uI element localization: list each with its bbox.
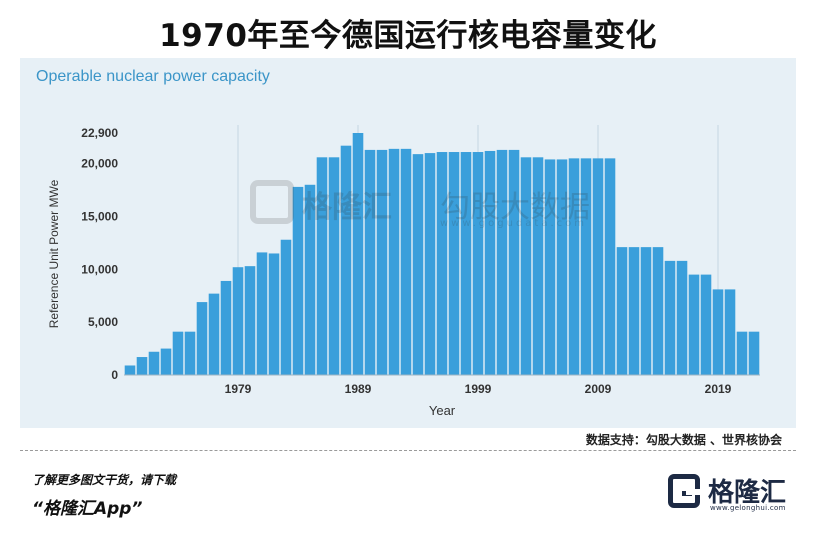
bar-1983 (280, 239, 292, 375)
brand-logo: 格隆汇 www.gelonghui.com (668, 470, 798, 516)
bar-2009 (592, 158, 604, 375)
bar-1976 (196, 302, 208, 375)
bar-1979 (232, 267, 244, 375)
bar-1971 (136, 357, 148, 375)
y-tick-label-15000: 15,000 (81, 209, 118, 223)
bar-1986 (316, 157, 328, 375)
bar-2002 (508, 149, 520, 375)
x-tick-label-1979: 1979 (225, 382, 252, 396)
bar-1974 (172, 331, 184, 375)
y-tick-label-0: 0 (111, 368, 118, 382)
bar-1998 (460, 152, 472, 375)
bar-1970 (124, 365, 136, 375)
bar-2005 (544, 159, 556, 375)
bar-2000 (484, 150, 496, 375)
chart-subtitle: Operable nuclear power capacity (36, 68, 270, 85)
bar-1992 (388, 148, 400, 375)
bar-1996 (436, 152, 448, 375)
bar-2018 (700, 274, 712, 375)
bar-2001 (496, 149, 508, 375)
bar-2020 (724, 289, 736, 375)
bar-1999 (472, 152, 484, 375)
bar-2004 (532, 157, 544, 375)
bar-2008 (580, 158, 592, 375)
bar-chart: 0 5,000 10,000 15,000 20,000 22,900 1979 1989 19… (47, 125, 760, 418)
bar-1985 (304, 184, 316, 375)
bar-2013 (640, 247, 652, 375)
bar-2007 (568, 158, 580, 375)
y-axis-label: Reference Unit Power MWe (47, 179, 61, 328)
y-tick-label-10000: 10,000 (81, 262, 118, 276)
source-note: 数据支持：勾股大数据 、世界核协会 (585, 433, 782, 447)
bar-1978 (220, 280, 232, 375)
app-name: “格隆汇App” (32, 499, 143, 519)
brand-name: 格隆汇 (708, 478, 787, 508)
y-tick-label-22900: 22,900 (81, 126, 118, 140)
bar-1973 (160, 348, 172, 375)
bar-2012 (628, 247, 640, 375)
bar-1984 (292, 186, 304, 375)
bar-1987 (328, 157, 340, 375)
page-title: 1970年至今德国运行核电容量变化 (159, 18, 657, 54)
promo-text: 了解更多图文干货，请下载 (32, 473, 177, 487)
brand-logo-icon (668, 474, 700, 508)
bar-1995 (424, 153, 436, 375)
bar-2006 (556, 159, 568, 375)
y-tick-label-5000: 5,000 (88, 315, 118, 329)
y-tick-label-20000: 20,000 (81, 157, 118, 171)
bar-1982 (268, 253, 280, 375)
bar-2021 (736, 331, 748, 375)
x-tick-label-2019: 2019 (705, 382, 732, 396)
bar-2014 (652, 247, 664, 375)
bar-2010 (604, 158, 616, 375)
x-tick-label-1989: 1989 (345, 382, 372, 396)
bar-2017 (688, 274, 700, 375)
divider (20, 450, 796, 451)
bar-1990 (364, 149, 376, 375)
bar-1991 (376, 149, 388, 375)
x-tick-label-1999: 1999 (465, 382, 492, 396)
bar-1980 (244, 266, 256, 375)
bar-2019 (712, 289, 724, 375)
bar-2011 (616, 247, 628, 375)
bar-1972 (148, 351, 160, 375)
brand-url: www.gelonghui.com (710, 504, 786, 512)
bar-2022 (748, 331, 760, 375)
bar-2016 (676, 260, 688, 375)
bar-1997 (448, 152, 460, 375)
bar-1993 (400, 148, 412, 375)
bar-1994 (412, 154, 424, 375)
bar-1981 (256, 252, 268, 375)
x-tick-label-2009: 2009 (585, 382, 612, 396)
bar-2003 (520, 157, 532, 375)
bar-2015 (664, 260, 676, 375)
chart-panel: Operable nuclear power capacity 0 5,000 10… (20, 58, 796, 428)
x-axis-label: Year (429, 403, 456, 418)
bar-1988 (340, 145, 352, 375)
bar-1977 (208, 293, 220, 375)
bar-1975 (184, 331, 196, 375)
bar-1989 (352, 133, 364, 375)
